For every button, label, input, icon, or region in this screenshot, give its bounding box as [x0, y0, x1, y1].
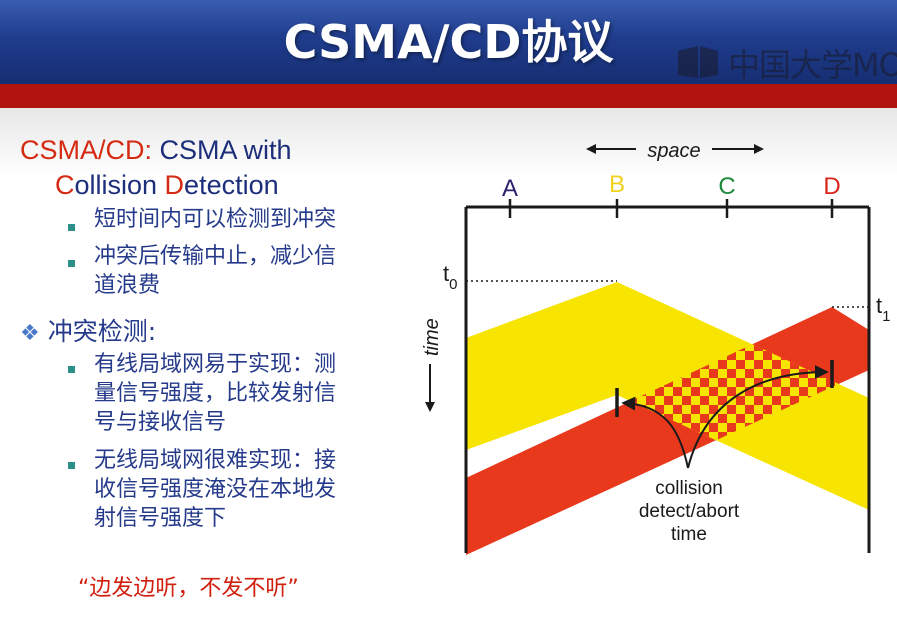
- annotation-arrow-left: [621, 396, 689, 469]
- bullet-line: 号与接收信号: [94, 410, 227, 435]
- node-label-b: B: [609, 171, 625, 198]
- bullet-line: 射信号强度下: [94, 506, 227, 531]
- node-label-d: D: [823, 173, 840, 200]
- space-label: space: [647, 140, 700, 162]
- bullet-line: 有线局域网易于实现：测: [94, 352, 337, 377]
- slogan-quote: “边发边听，不发不听”: [78, 576, 299, 601]
- section-title: 冲突检测:: [47, 317, 157, 346]
- bullet-wired-lan: 有线局域网易于实现：测 量信号强度，比较发射信 号与接收信号: [94, 350, 336, 437]
- bullet-square-icon: [68, 462, 75, 469]
- heading-ollision: ollision: [74, 170, 165, 200]
- mooc-logo-icon: [678, 46, 718, 78]
- content-shade: [0, 108, 897, 178]
- bullet-wireless-lan: 无线局域网很难实现：接 收信号强度淹没在本地发 射信号强度下: [94, 446, 336, 533]
- t0-label: t0: [443, 261, 457, 293]
- heading-letter-c: C: [55, 170, 75, 200]
- bullet-line: 道浪费: [94, 273, 161, 298]
- heading-line1: CSMA/CD: CSMA with: [20, 133, 292, 167]
- slide-title: CSMA/CD协议: [283, 15, 614, 69]
- bullet-square-icon: [68, 260, 75, 267]
- annotation-line-2: detect/abort: [639, 501, 740, 522]
- heading-csma-with: CSMA with: [152, 135, 292, 165]
- bullet-line: 无线局域网很难实现：接: [94, 448, 337, 473]
- node-label-c: C: [718, 173, 735, 200]
- node-label-a: A: [502, 175, 518, 202]
- annotation-line-3: time: [671, 524, 707, 545]
- bullet-line: 冲突后传输中止，减少信: [94, 244, 337, 269]
- bullet-square-icon: [68, 224, 75, 231]
- section-collision-detect: ❖ 冲突检测:: [20, 316, 156, 350]
- bullet-square-icon: [68, 366, 75, 373]
- bullet-line: 量信号强度，比较发射信: [94, 381, 337, 406]
- heading-line2: Collision Detection: [55, 168, 279, 202]
- mooc-watermark: 中国大学MOOC: [676, 40, 897, 86]
- space-arrow: [586, 144, 764, 154]
- time-arrow-head-icon: [425, 402, 435, 412]
- annotation-line-1: collision: [655, 478, 723, 499]
- bullet-line: 短时间内可以检测到冲突: [94, 207, 337, 232]
- bullet-abort-reduce-waste: 冲突后传输中止，减少信 道浪费: [94, 242, 336, 300]
- heading-csmacd: CSMA/CD:: [20, 135, 153, 165]
- watermark-text: 中国大学MOOC: [728, 46, 897, 84]
- diamond-bullet-icon: ❖: [20, 321, 40, 346]
- bullet-line: 收信号强度淹没在本地发: [94, 477, 337, 502]
- heading-etection: etection: [184, 170, 279, 200]
- heading-letter-d: D: [164, 170, 185, 200]
- title-underline-band: [0, 84, 897, 108]
- bullet-detect-quick: 短时间内可以检测到冲突: [94, 205, 336, 234]
- title-banner: [0, 0, 897, 84]
- time-label: time: [421, 318, 443, 356]
- annotation-arrow-right: [687, 365, 829, 469]
- t1-label: t1: [876, 293, 890, 325]
